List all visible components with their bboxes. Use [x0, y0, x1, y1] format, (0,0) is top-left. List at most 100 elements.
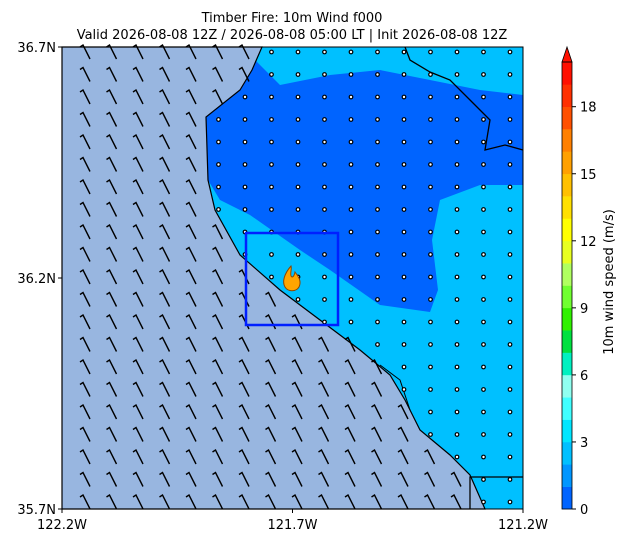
wind-barb	[159, 403, 171, 420]
calm-marker	[428, 432, 433, 437]
wind-barb	[185, 178, 197, 195]
calm-marker	[269, 117, 274, 122]
wind-barb	[132, 268, 144, 285]
calm-marker	[428, 297, 433, 302]
wind-barb	[265, 358, 277, 375]
calm-marker	[375, 207, 380, 212]
calm-marker	[454, 117, 460, 122]
wind-barb	[79, 201, 91, 217]
calm-marker	[348, 72, 354, 77]
wind-barb	[212, 291, 224, 307]
calm-marker	[348, 49, 354, 55]
wind-barb	[238, 493, 250, 510]
calm-marker	[401, 364, 407, 370]
wind-barb	[212, 358, 224, 375]
calm-marker	[481, 139, 486, 145]
wind-barb	[185, 156, 197, 172]
calm-marker	[428, 207, 433, 212]
wind-barb	[265, 471, 277, 487]
calm-marker	[216, 184, 221, 190]
wind-barb	[265, 403, 277, 420]
calm-marker	[507, 49, 513, 55]
wind-barb	[238, 471, 250, 487]
calm-marker	[322, 139, 327, 145]
wind-barb	[185, 111, 197, 127]
wind-barb	[79, 403, 91, 420]
calm-marker	[454, 319, 460, 325]
calm-marker	[481, 364, 486, 370]
calm-marker	[295, 252, 301, 257]
y-tick-label: 36.2N	[17, 272, 56, 287]
wind-barb	[371, 358, 383, 375]
wind-barb	[318, 336, 330, 352]
wind-barb	[424, 448, 436, 465]
wind-barb	[132, 43, 144, 60]
wind-barb	[424, 471, 436, 487]
colorbar-band	[562, 352, 572, 376]
wind-barb	[397, 426, 409, 442]
wind-barb	[344, 358, 356, 375]
wind-barb	[159, 111, 171, 127]
colorbar-band	[562, 151, 572, 175]
wind-barb	[318, 426, 330, 442]
wind-barb	[185, 381, 197, 397]
calm-marker	[375, 342, 380, 347]
calm-marker	[295, 162, 301, 167]
calm-marker	[401, 184, 407, 190]
wind-barb	[159, 313, 171, 330]
wind-barb	[159, 336, 171, 352]
calm-marker	[481, 319, 486, 325]
calm-marker	[481, 252, 486, 257]
calm-marker	[507, 139, 513, 145]
wind-barb	[132, 223, 144, 240]
colorbar-tick-label: 0	[580, 503, 588, 518]
wind-barb	[106, 448, 118, 465]
wind-barb	[185, 268, 197, 285]
wind-barb	[132, 133, 144, 150]
calm-marker	[401, 117, 407, 122]
calm-marker	[348, 207, 354, 212]
calm-marker	[322, 117, 327, 122]
wind-barb	[79, 178, 91, 195]
wind-barb	[185, 201, 197, 217]
wind-barb	[344, 336, 356, 352]
wind-barb	[185, 223, 197, 240]
wind-barb	[79, 246, 91, 262]
wind-barb	[106, 403, 118, 420]
wind-barb	[132, 88, 144, 105]
wind-barb	[238, 381, 250, 397]
calm-marker	[375, 49, 380, 55]
wind-barb	[265, 336, 277, 352]
wind-barb	[318, 493, 330, 510]
wind-barb	[371, 493, 383, 510]
calm-marker	[481, 387, 486, 392]
wind-barb	[132, 201, 144, 217]
wind-barb	[265, 291, 277, 307]
wind-barb	[106, 43, 118, 60]
calm-marker	[269, 274, 274, 280]
wind-barb	[79, 156, 91, 172]
calm-marker	[481, 342, 486, 347]
calm-marker	[375, 139, 380, 145]
colorbar-tick-label: 3	[580, 436, 588, 451]
wind-barb	[132, 426, 144, 442]
wind-barb	[79, 111, 91, 127]
calm-marker	[428, 49, 433, 55]
wind-barb	[344, 448, 356, 465]
wind-barb	[265, 426, 277, 442]
calm-marker	[348, 184, 354, 190]
calm-marker	[507, 162, 513, 167]
calm-marker	[401, 72, 407, 77]
colorbar-extend	[561, 45, 573, 63]
wind-barb	[318, 403, 330, 420]
wind-barb	[185, 246, 197, 262]
wind-barb	[106, 493, 118, 510]
calm-marker	[507, 207, 513, 212]
wind-barb	[397, 403, 409, 420]
wind-barb	[132, 178, 144, 195]
wind-barb	[159, 66, 171, 82]
calm-marker	[401, 229, 407, 235]
wind-barb	[185, 66, 197, 82]
wind-barb	[185, 43, 197, 60]
wind-barb	[212, 493, 224, 510]
